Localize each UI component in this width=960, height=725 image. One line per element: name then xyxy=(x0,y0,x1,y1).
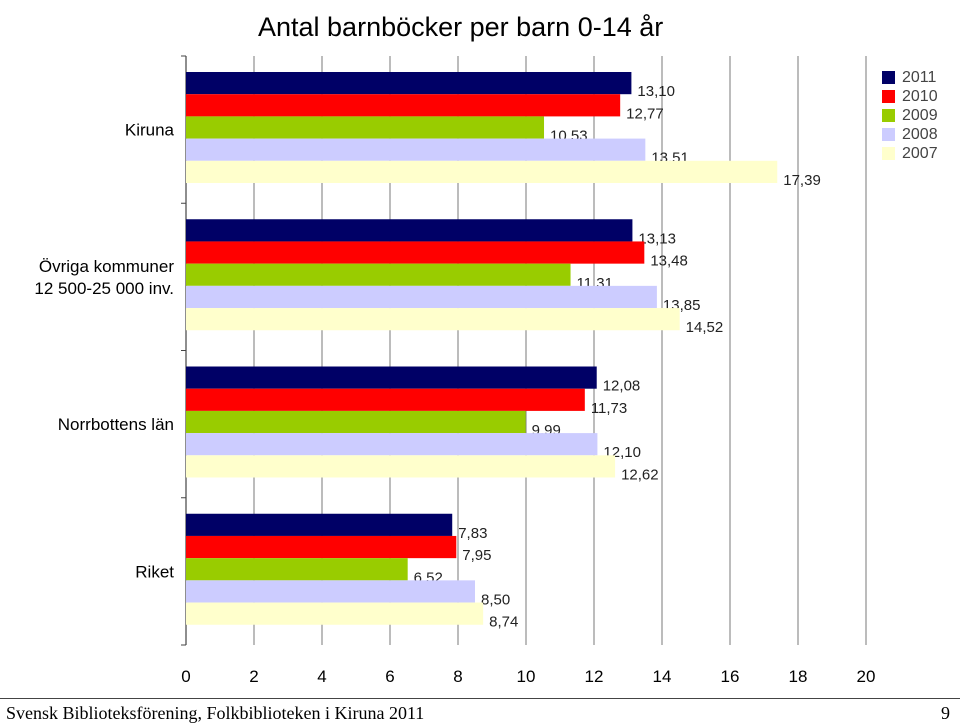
bar-2011 xyxy=(186,366,597,389)
bar-2009 xyxy=(186,558,408,581)
bar-2009 xyxy=(186,410,526,434)
bar-2007 xyxy=(186,160,778,183)
data-label: 13,10 xyxy=(637,83,675,100)
bar-2010 xyxy=(186,535,457,559)
bar-2008 xyxy=(186,138,646,161)
category-label: Övriga kommuner xyxy=(39,257,174,276)
legend: 2011 2010 2009 2008 2007 xyxy=(882,68,938,163)
category-label: Riket xyxy=(135,562,174,581)
legend-label: 2008 xyxy=(902,125,938,143)
data-label: 13,13 xyxy=(638,230,676,247)
bar-2009 xyxy=(186,263,571,286)
legend-swatch xyxy=(882,128,895,141)
x-tick-label: 18 xyxy=(789,667,808,686)
legend-swatch xyxy=(882,109,895,122)
category-label: Kiruna xyxy=(125,121,175,140)
data-label: 14,52 xyxy=(686,319,724,336)
bar-2010 xyxy=(186,94,621,117)
bar-2011 xyxy=(186,72,632,95)
footer: Svensk Biblioteksförening, Folkbibliotek… xyxy=(0,698,960,725)
legend-swatch xyxy=(882,90,895,103)
x-tick-label: 12 xyxy=(585,667,604,686)
x-tick-label: 14 xyxy=(653,667,672,686)
category-label: Norrbottens län xyxy=(58,415,174,434)
data-label: 12,77 xyxy=(626,105,664,122)
x-tick-label: 0 xyxy=(181,667,190,686)
bar-2009 xyxy=(186,116,545,139)
bar-2008 xyxy=(186,433,598,456)
legend-item-2010: 2010 xyxy=(882,87,938,106)
x-tick-label: 20 xyxy=(857,667,876,686)
data-label: 12,62 xyxy=(621,466,659,483)
x-tick-label: 8 xyxy=(453,667,462,686)
bar-2010 xyxy=(186,388,585,411)
x-tick-label: 2 xyxy=(249,667,258,686)
x-tick-label: 4 xyxy=(317,667,326,686)
bar-chart: 0 2 4 6 8 10 12 14 16 18 2013,1012,7710,5313,5117,… xyxy=(34,55,876,686)
bar-2007 xyxy=(186,308,680,331)
legend-label: 2011 xyxy=(902,68,937,86)
data-label: 11,73 xyxy=(591,400,627,417)
legend-swatch xyxy=(882,147,895,160)
legend-item-2008: 2008 xyxy=(882,125,938,144)
data-label: 7,83 xyxy=(458,525,487,542)
data-label: 17,39 xyxy=(783,172,821,189)
legend-label: 2009 xyxy=(902,106,938,124)
data-label: 13,48 xyxy=(650,253,688,270)
bar-2011 xyxy=(186,513,453,536)
legend-item-2011: 2011 xyxy=(882,68,938,87)
data-label: 8,74 xyxy=(489,614,518,631)
data-label: 8,50 xyxy=(481,591,510,608)
legend-swatch xyxy=(882,71,895,84)
footer-source: Svensk Biblioteksförening, Folkbibliotek… xyxy=(6,703,425,723)
data-label: 12,08 xyxy=(603,378,641,395)
x-tick-label: 16 xyxy=(721,667,740,686)
chart-title: Antal barnböcker per barn 0-14 år xyxy=(258,12,664,42)
bar-2008 xyxy=(186,580,475,603)
bar-2007 xyxy=(186,455,616,478)
category-label: 12 500-25 000 inv. xyxy=(34,279,174,298)
legend-label: 2010 xyxy=(902,87,938,105)
bar-2007 xyxy=(186,602,484,625)
bar-2011 xyxy=(186,219,633,242)
legend-label: 2007 xyxy=(902,144,938,162)
data-label: 7,95 xyxy=(462,547,491,564)
x-tick-label: 10 xyxy=(517,667,536,686)
legend-item-2009: 2009 xyxy=(882,106,938,125)
legend-item-2007: 2007 xyxy=(882,144,938,163)
page-number: 9 xyxy=(941,703,950,723)
bar-2010 xyxy=(186,241,645,264)
bar-2008 xyxy=(186,285,657,309)
x-tick-label: 6 xyxy=(385,667,394,686)
